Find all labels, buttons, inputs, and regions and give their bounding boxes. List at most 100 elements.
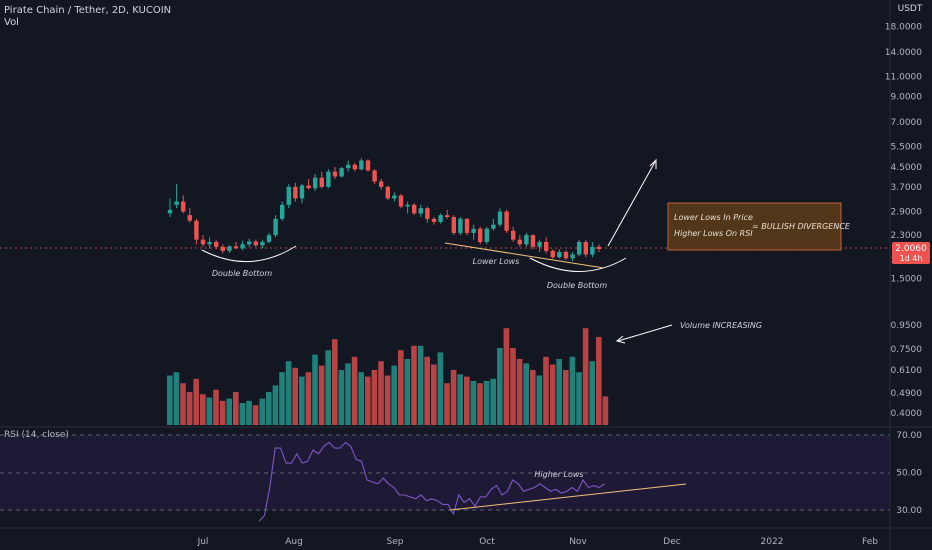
candle-body: [220, 246, 225, 251]
price-tick-label: 9.0000: [891, 93, 923, 103]
breakout-arrowhead: [649, 158, 657, 169]
candle-body: [167, 209, 173, 214]
time-tick-label: Jul: [197, 537, 209, 547]
rsi-label[interactable]: RSI (14, close): [4, 430, 69, 440]
candle-body: [194, 220, 199, 240]
price-tick-label: 4.5000: [891, 163, 923, 173]
candle-body: [458, 218, 463, 233]
candle-body: [471, 228, 476, 233]
candle-body: [484, 228, 489, 242]
volume-bar: [576, 372, 582, 425]
divergence-box[interactable]: [667, 202, 842, 251]
rsi-higher-lows-trendline: [449, 483, 687, 511]
volume-bar: [556, 359, 562, 425]
price-tag-countdown: 1d 4h: [900, 254, 923, 263]
rsi-axis: 30.00 50.00 70.00: [896, 431, 922, 516]
chart-title[interactable]: Pirate Chain / Tether, 2D, KUCOIN: [4, 5, 172, 16]
candle-body: [464, 218, 470, 233]
volume-bar: [213, 389, 219, 425]
divergence-box-result: = BULLISH DIVERGENCE: [752, 222, 851, 231]
candle-body: [537, 241, 542, 247]
candle-body: [233, 246, 239, 249]
volume-bar: [411, 345, 417, 425]
candle-body: [431, 218, 437, 222]
annotation-double-bottom-2: Double Bottom: [547, 281, 607, 290]
candle-body: [346, 164, 351, 169]
price-tick-label: 11.0000: [885, 72, 922, 82]
volume-label[interactable]: Vol: [4, 17, 19, 28]
volume-bar: [490, 378, 496, 425]
volume-bar: [464, 376, 470, 425]
candle-body: [359, 160, 364, 170]
currency-tag: USDT: [898, 4, 923, 14]
volume-bar: [312, 354, 318, 425]
volume-bar: [219, 400, 226, 425]
price-tick-label: 5.5000: [891, 143, 923, 153]
rsi-tick-label: 70.00: [896, 431, 922, 441]
candle-body: [253, 241, 258, 246]
candle-body: [491, 224, 496, 229]
rsi-tick-label: 50.00: [896, 469, 922, 479]
candle-body: [273, 218, 278, 236]
volume-bar: [338, 370, 345, 425]
volume-bar: [424, 356, 430, 425]
price-axis[interactable]: 1.50001.80002.30002.90003.70004.50005.50…: [885, 22, 922, 419]
candle-body: [286, 186, 291, 205]
candle-body: [418, 208, 423, 214]
price-tick-label: 0.4000: [891, 409, 923, 419]
volume-bar: [503, 328, 510, 425]
double-bottom-arc-2: [529, 257, 627, 272]
candle-body: [550, 250, 555, 258]
candle-body: [379, 181, 384, 187]
candle-body: [583, 241, 588, 255]
time-tick-label: Aug: [285, 537, 303, 547]
volume-bar: [477, 383, 483, 425]
candle-body: [577, 241, 582, 255]
candle-body: [445, 215, 450, 217]
volume-bar: [167, 375, 173, 425]
volume-bar: [206, 397, 213, 425]
volume-bar: [398, 350, 404, 425]
volume-bar: [563, 370, 569, 425]
price-tick-label: 0.7500: [891, 345, 923, 355]
price-tag-bg: [892, 242, 930, 264]
price-tick-label: 1.5000: [891, 275, 923, 285]
candle-body: [563, 251, 569, 259]
divergence-box-line1: Lower Lows In Price: [674, 213, 753, 222]
candle-body: [319, 177, 324, 187]
volume-bar: [450, 370, 457, 425]
candle-body: [511, 230, 516, 240]
volume-bar: [483, 381, 490, 425]
candle-body: [247, 241, 252, 245]
volume-arrow: [617, 324, 673, 342]
breakout-arrow: [607, 161, 656, 247]
volume-bar: [602, 396, 609, 425]
candle-body: [332, 171, 338, 177]
time-tick-label: Dec: [663, 537, 680, 547]
currency-tag-bg: [895, 0, 925, 14]
volume-bars: [167, 328, 609, 425]
volume-bar: [266, 392, 272, 425]
rsi-tick-label: 30.00: [896, 506, 922, 516]
candle-body: [497, 211, 503, 225]
volume-bar: [549, 364, 556, 425]
time-tick-label: Feb: [862, 537, 878, 547]
candle-body: [524, 235, 529, 245]
volume-bar: [384, 375, 391, 425]
candle-body: [517, 239, 522, 245]
candle-body: [590, 246, 595, 255]
time-axis[interactable]: Jul Aug Sep Oct Nov Dec 2022 Feb: [197, 537, 879, 547]
candle-body: [280, 204, 285, 219]
volume-bar: [193, 378, 199, 425]
price-tick-label: 0.4900: [891, 389, 923, 399]
rsi-band: [0, 435, 890, 510]
volume-arrowhead: [615, 335, 626, 344]
candles: [167, 158, 602, 262]
volume-bar: [596, 337, 602, 425]
price-tick-label: 7.0000: [891, 118, 923, 128]
candle-body: [398, 195, 404, 207]
volume-bar: [173, 372, 180, 425]
volume-bar: [239, 403, 246, 425]
candle-body: [372, 170, 377, 182]
